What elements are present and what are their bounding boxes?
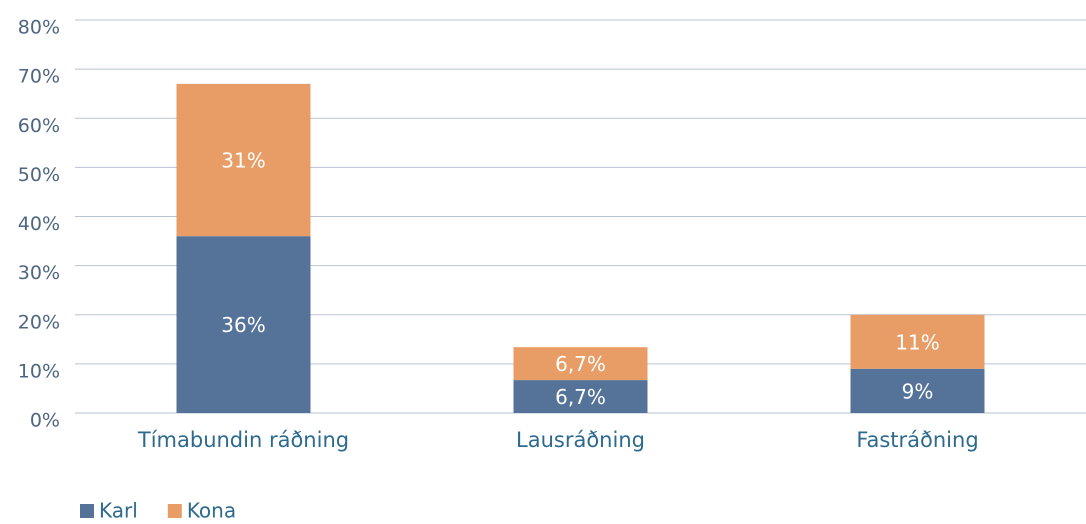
y-tick-label: 50% xyxy=(18,164,60,186)
x-tick-label: Fastráðning xyxy=(856,428,978,452)
x-tick-label: Lausráðning xyxy=(516,428,645,452)
bar-segment xyxy=(176,236,311,413)
data-label: 6,7% xyxy=(555,352,606,376)
y-tick-label: 30% xyxy=(18,262,60,284)
bar-segment xyxy=(176,83,311,237)
bar-segment xyxy=(513,347,648,381)
x-tick-label: Tímabundin ráðning xyxy=(137,428,349,452)
data-label: 36% xyxy=(221,313,265,337)
data-label: 9% xyxy=(902,379,934,403)
legend-label: Kona xyxy=(187,499,236,523)
y-tick-label: 0% xyxy=(30,410,60,432)
bar-segment xyxy=(850,314,985,369)
y-tick-label: 20% xyxy=(18,311,60,333)
data-label: 31% xyxy=(221,149,265,173)
y-tick-label: 80% xyxy=(18,17,60,39)
y-tick-label: 40% xyxy=(18,213,60,235)
data-label: 6,7% xyxy=(555,385,606,409)
data-label: 11% xyxy=(895,330,939,354)
legend-swatch xyxy=(80,504,94,518)
y-tick-label: 70% xyxy=(18,66,60,88)
bar-segment xyxy=(513,380,648,413)
y-tick-label: 60% xyxy=(18,115,60,137)
legend-swatch xyxy=(167,504,182,518)
y-tick-label: 10% xyxy=(18,360,60,382)
bar-segment xyxy=(850,368,985,413)
legend-label: Karl xyxy=(99,499,138,523)
